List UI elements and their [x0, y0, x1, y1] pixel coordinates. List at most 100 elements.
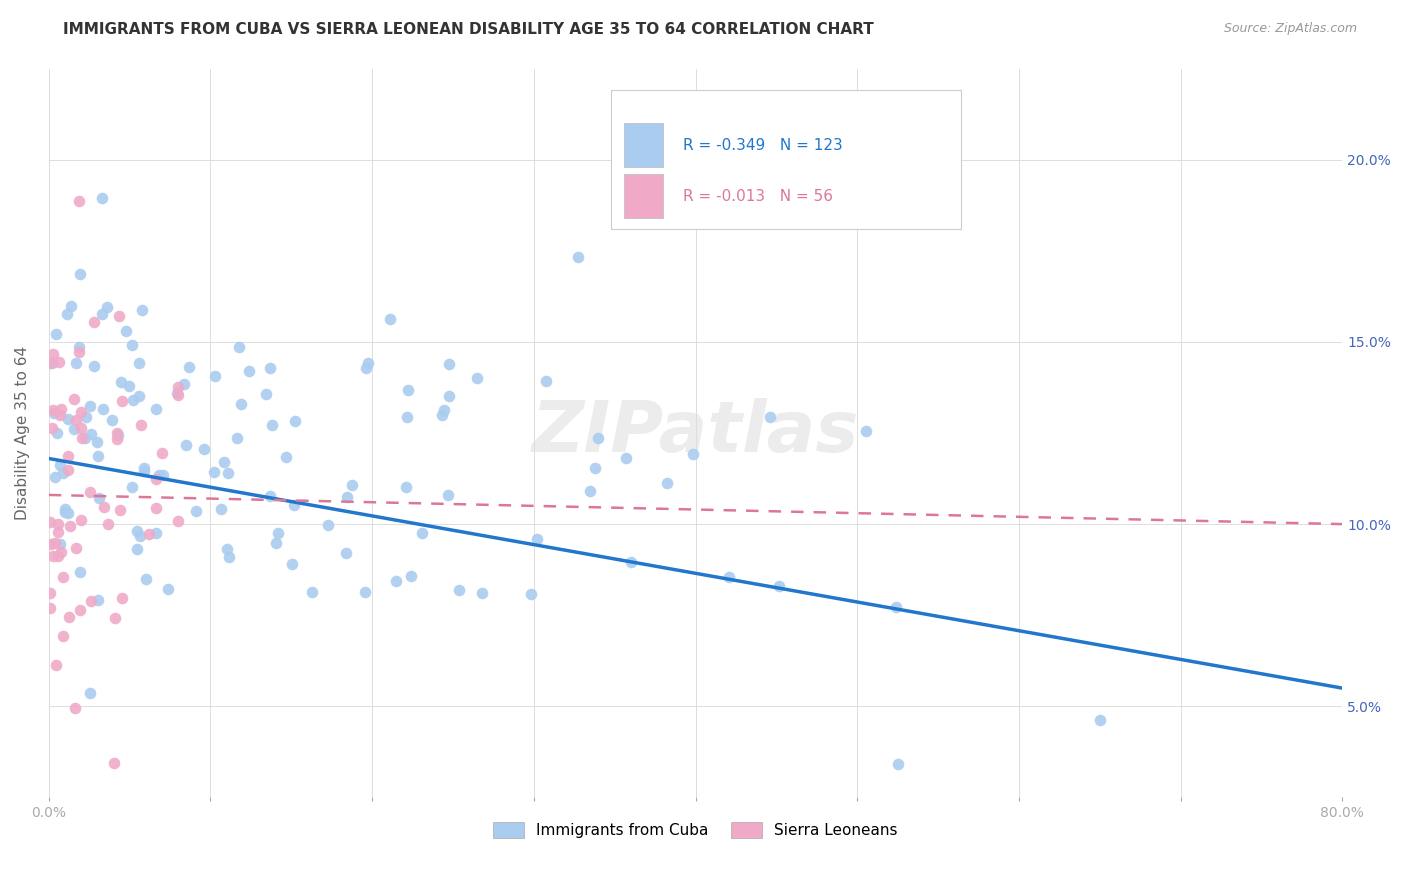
Point: [56, 449, 79, 463]
Point: [121, 337, 143, 351]
Point: [340, 478, 363, 492]
Point: [125, 542, 148, 557]
Point: [87, 593, 110, 607]
Point: [238, 364, 260, 378]
Point: [48, 355, 70, 369]
Point: [318, 518, 340, 533]
Point: [79, 594, 101, 608]
Point: [1088, 713, 1111, 727]
Point: [655, 475, 678, 490]
Point: [93, 500, 115, 515]
Point: [167, 380, 190, 394]
Point: [49, 545, 72, 559]
Point: [111, 393, 134, 408]
Point: [209, 502, 232, 516]
Point: [91, 307, 114, 321]
Point: [354, 585, 377, 599]
Point: [75, 409, 97, 424]
Point: [49, 458, 72, 472]
Point: [336, 490, 359, 504]
Point: [46, 516, 69, 531]
Point: [131, 303, 153, 318]
Point: [887, 757, 910, 772]
Point: [67, 345, 90, 359]
Point: [96, 301, 118, 315]
Point: [63, 392, 86, 406]
Point: [69, 267, 91, 281]
Point: [520, 587, 543, 601]
Point: [471, 586, 494, 600]
Point: [79, 399, 101, 413]
Point: [215, 541, 238, 556]
Point: [129, 417, 152, 432]
Point: [128, 356, 150, 370]
Point: [60, 299, 83, 313]
Point: [166, 385, 188, 400]
Point: [56, 307, 79, 321]
Point: [526, 533, 548, 547]
Point: [87, 449, 110, 463]
Point: [380, 312, 402, 326]
Point: [134, 460, 156, 475]
Point: [108, 309, 131, 323]
Point: [45, 326, 67, 341]
Point: [157, 582, 180, 597]
Point: [79, 484, 101, 499]
Point: [91, 401, 114, 416]
Point: [274, 450, 297, 464]
Point: [41, 403, 63, 417]
Point: [167, 514, 190, 528]
Point: [83, 315, 105, 329]
Point: [107, 427, 129, 442]
Point: [80, 427, 103, 442]
Point: [432, 403, 454, 417]
Point: [430, 409, 453, 423]
Point: [759, 410, 782, 425]
Point: [167, 388, 190, 402]
Point: [267, 525, 290, 540]
Point: [69, 565, 91, 579]
Point: [259, 489, 281, 503]
Point: [63, 700, 86, 714]
Point: [186, 504, 208, 518]
Point: [217, 467, 239, 481]
Point: [465, 370, 488, 384]
Point: [437, 488, 460, 502]
Point: [150, 446, 173, 460]
Point: [65, 413, 87, 427]
Point: [264, 536, 287, 550]
Point: [228, 340, 250, 354]
Point: [583, 461, 606, 475]
Point: [83, 359, 105, 373]
Point: [145, 402, 167, 417]
Point: [39, 515, 62, 529]
Point: [118, 379, 141, 393]
Point: [174, 438, 197, 452]
Point: [67, 194, 90, 209]
Text: R = -0.013   N = 56: R = -0.013 N = 56: [682, 188, 832, 203]
FancyBboxPatch shape: [612, 90, 960, 229]
Point: [148, 468, 170, 483]
Point: [56, 463, 79, 477]
Point: [69, 603, 91, 617]
Point: [46, 425, 69, 440]
Point: [301, 585, 323, 599]
Point: [70, 421, 93, 435]
Point: [52, 570, 75, 584]
Point: [53, 501, 76, 516]
Point: [79, 686, 101, 700]
Point: [105, 432, 128, 446]
Point: [110, 591, 132, 606]
Bar: [624, 123, 664, 167]
Point: [41, 421, 63, 435]
Point: [586, 431, 609, 445]
Point: [121, 480, 143, 494]
Point: [682, 447, 704, 461]
Point: [204, 368, 226, 383]
Point: [399, 569, 422, 583]
Point: [145, 500, 167, 515]
Point: [58, 609, 80, 624]
Point: [39, 586, 62, 600]
Point: [179, 359, 201, 374]
Point: [254, 387, 277, 401]
